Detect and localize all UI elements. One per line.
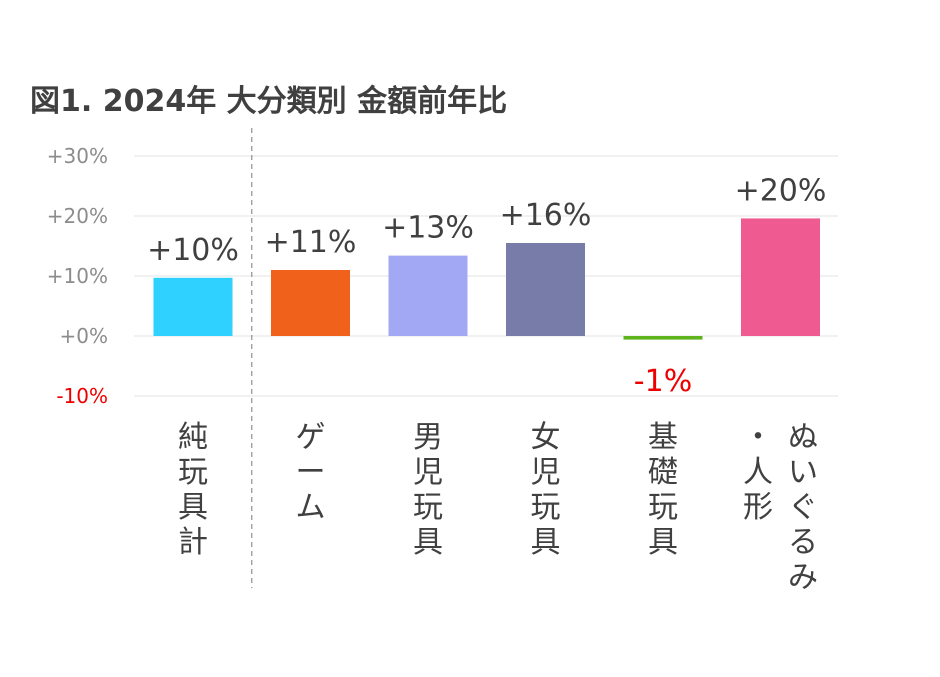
y-tick-label: -10% <box>56 384 108 408</box>
bar <box>153 277 233 336</box>
y-tick-label: +20% <box>47 204 108 228</box>
y-tick-label: +0% <box>60 324 109 348</box>
data-label: +11% <box>265 225 357 260</box>
category-label-char: 具 <box>531 525 561 560</box>
category-label-char: 純 <box>178 420 208 455</box>
data-label: +13% <box>382 211 474 246</box>
category-label-char: ・ <box>743 420 773 455</box>
bar <box>741 218 820 336</box>
category-label-char: 玩 <box>531 490 561 525</box>
category-label-char: ゲ <box>296 420 326 455</box>
y-axis-tick-labels: +30% +20% +10% +0% -10% <box>47 144 108 408</box>
data-label: +16% <box>500 198 592 233</box>
category-label-char: 児 <box>531 455 561 490</box>
category-label-char: 礎 <box>648 455 678 490</box>
category-label-char: 基 <box>648 420 678 455</box>
data-labels: +10% +11% +13% +16% -1% +20% <box>147 173 826 399</box>
category-label-char: 女 <box>531 420 561 455</box>
category-label-char: 男 <box>413 420 443 455</box>
category-label-char: い <box>788 455 818 490</box>
data-label: +10% <box>147 233 239 268</box>
bars <box>153 218 820 340</box>
category-label-char: ぬ <box>788 420 818 455</box>
category-label-char: ぐ <box>788 490 818 525</box>
category-label-char: 形 <box>743 490 773 525</box>
bar <box>623 336 703 340</box>
y-tick-label: +30% <box>47 144 108 168</box>
category-label-char: み <box>788 560 818 595</box>
category-label-char: 具 <box>413 525 443 560</box>
grid-lines <box>134 155 838 397</box>
data-label: +20% <box>735 173 827 208</box>
data-label: -1% <box>634 364 692 399</box>
category-label-char: 具 <box>178 490 208 525</box>
category-label-char: 玩 <box>413 490 443 525</box>
chart-title: 図1. 2024年 大分類別 金額前年比 <box>30 84 507 119</box>
category-label: ゲーム <box>296 420 326 525</box>
category-label-char: 玩 <box>648 490 678 525</box>
category-label-char: 人 <box>743 455 773 490</box>
category-label-char: 児 <box>413 455 443 490</box>
category-label-char: ム <box>296 490 326 525</box>
category-label-char: る <box>788 525 818 560</box>
bar <box>388 255 468 336</box>
category-label-char: ー <box>296 455 326 490</box>
bar <box>271 270 350 336</box>
y-tick-label: +10% <box>47 264 108 288</box>
category-label-char: 具 <box>648 525 678 560</box>
category-label-char: 計 <box>178 525 208 560</box>
bar <box>506 243 585 336</box>
category-label-char: 玩 <box>178 455 208 490</box>
